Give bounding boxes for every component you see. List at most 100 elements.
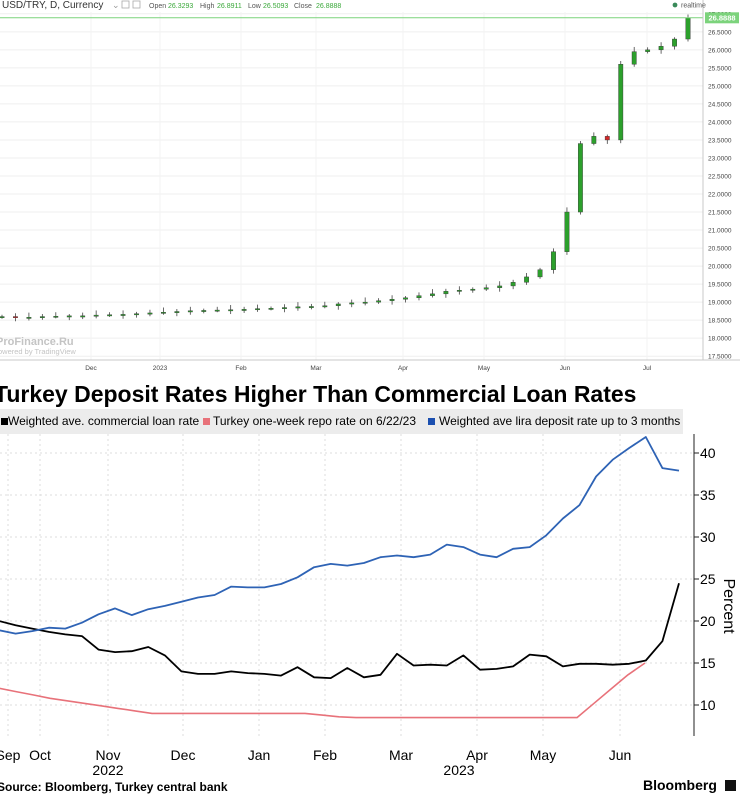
price-tick-label: 19.0000 bbox=[708, 300, 732, 307]
price-tick-label: 20.0000 bbox=[708, 264, 732, 271]
y-tick-label: 15 bbox=[700, 655, 716, 671]
legend-item-loan: Weighted ave. commercial loan rate bbox=[1, 414, 200, 428]
candle-body bbox=[430, 293, 435, 296]
candle-body bbox=[483, 287, 489, 290]
candle-body bbox=[120, 314, 126, 316]
candle-body bbox=[658, 46, 664, 51]
candle-body bbox=[577, 143, 583, 213]
legend-swatch-deposit bbox=[428, 418, 435, 425]
candle-body bbox=[604, 136, 610, 141]
y-tick-label: 25 bbox=[700, 571, 716, 587]
price-tick-label: 23.0000 bbox=[708, 155, 732, 162]
price-tick-label: 20.5000 bbox=[708, 246, 732, 253]
series-line-deposit-rate bbox=[0, 436, 680, 635]
candle-body bbox=[672, 38, 677, 47]
last-price-tag bbox=[705, 12, 739, 24]
legend bbox=[0, 409, 683, 434]
y-tick-label: 35 bbox=[700, 487, 716, 503]
candle-body bbox=[362, 301, 368, 304]
candle-body bbox=[93, 314, 99, 317]
price-tick-label: 26.0000 bbox=[708, 47, 732, 54]
x-tick-label: Mar bbox=[389, 747, 413, 763]
candle-body bbox=[39, 316, 45, 318]
header-chevron-icon[interactable]: ⌄ bbox=[112, 0, 120, 10]
close-value: 26.8888 bbox=[316, 3, 341, 10]
legend-swatch-loan bbox=[1, 418, 8, 425]
legend-item-repo: Turkey one-week repo rate on 6/22/23 bbox=[203, 414, 416, 428]
legend-label-deposit: Weighted ave lira deposit rate up to 3 m… bbox=[439, 414, 680, 428]
source-note: Source: Bloomberg, Turkey central bank bbox=[0, 780, 228, 794]
candle-body bbox=[456, 290, 462, 292]
x-axis: Sep Oct Nov Dec Jan Feb Mar Apr May Jun 2022 2023 bbox=[0, 747, 631, 778]
time-tick-label: 2023 bbox=[153, 365, 168, 372]
time-tick-label: Mar bbox=[310, 365, 322, 372]
x-year-label: 2023 bbox=[443, 762, 474, 778]
candle-body bbox=[13, 316, 18, 318]
candle-body bbox=[187, 310, 193, 313]
price-tick-label: 21.0000 bbox=[708, 228, 732, 235]
time-tick-label: Dec bbox=[85, 365, 97, 372]
x-tick-label: Oct bbox=[29, 747, 51, 763]
candle-body bbox=[255, 308, 260, 311]
price-tick-label: 24.5000 bbox=[708, 101, 732, 108]
time-tick-label: Feb bbox=[235, 365, 247, 372]
candle-body bbox=[308, 306, 314, 308]
candle-body bbox=[26, 317, 32, 319]
candle-body bbox=[174, 311, 180, 313]
symbol-label: USD/TRY, D, Currency bbox=[2, 0, 103, 11]
series-line-loan-rate bbox=[0, 582, 680, 680]
top-chart-background bbox=[0, 0, 740, 378]
candle-body bbox=[268, 308, 274, 310]
y-tick-label: 10 bbox=[700, 697, 716, 713]
open-value: 26.3293 bbox=[168, 3, 193, 10]
last-price-tag-label: 26.8888 bbox=[708, 14, 735, 23]
realtime-dot-icon bbox=[672, 2, 678, 8]
low-label: Low bbox=[248, 3, 262, 10]
x-tick-label: May bbox=[530, 747, 556, 763]
candle-body bbox=[201, 310, 207, 312]
legend-label-repo: Turkey one-week repo rate on 6/22/23 bbox=[213, 414, 416, 428]
y-tick-label: 30 bbox=[700, 529, 716, 545]
close-label: Close bbox=[294, 3, 312, 10]
watermark-profinance: ProFinance.Ru bbox=[0, 336, 74, 348]
price-tick-label: 17.5000 bbox=[708, 354, 732, 361]
y-tick-label: 20 bbox=[700, 613, 716, 629]
candle-body bbox=[443, 291, 449, 295]
candle-body bbox=[645, 49, 651, 52]
candle-body bbox=[66, 315, 72, 318]
open-label: Open bbox=[149, 3, 166, 10]
candle-body bbox=[403, 297, 408, 300]
x-tick-label: Sep bbox=[0, 747, 21, 763]
usdtry-candlestick-chart[interactable]: 17.5000 18.0000 18.5000 19.0000 19.5000 20.00… bbox=[0, 0, 740, 378]
x-tick-label: Jan bbox=[248, 747, 271, 763]
candle-series bbox=[0, 14, 691, 322]
time-axis: Dec 2023 Feb Mar Apr May Jun Jul bbox=[85, 365, 651, 372]
time-tick-label: Jul bbox=[643, 365, 652, 372]
chart-title: Turkey Deposit Rates Higher Than Commerc… bbox=[0, 381, 636, 407]
x-tick-label: Jun bbox=[609, 747, 632, 763]
price-tick-label: 21.5000 bbox=[708, 210, 732, 217]
legend-swatch-repo bbox=[203, 418, 210, 425]
high-value: 26.8911 bbox=[217, 3, 242, 10]
legend-label-loan: Weighted ave. commercial loan rate bbox=[8, 414, 200, 428]
compare-icon[interactable] bbox=[121, 0, 130, 9]
candle-body bbox=[335, 303, 341, 306]
legend-item-deposit: Weighted ave lira deposit rate up to 3 m… bbox=[428, 414, 680, 428]
candle-body bbox=[510, 282, 516, 287]
candle-body bbox=[685, 17, 691, 40]
candle-body bbox=[241, 309, 247, 311]
candle-body bbox=[80, 315, 86, 318]
realtime-label: realtime bbox=[681, 3, 706, 10]
x-tick-label: Feb bbox=[313, 747, 337, 763]
y-tick-label: 40 bbox=[700, 445, 716, 461]
price-tick-label: 24.0000 bbox=[708, 119, 732, 126]
settings-icon[interactable] bbox=[132, 0, 141, 9]
candle-body bbox=[0, 316, 5, 318]
price-tick-label: 25.5000 bbox=[708, 65, 732, 72]
bloomberg-logo-icon bbox=[725, 780, 736, 791]
candle-body bbox=[376, 300, 382, 303]
candle-body bbox=[564, 211, 570, 252]
price-tick-label: 25.0000 bbox=[708, 83, 732, 90]
price-tick-label: 23.5000 bbox=[708, 137, 732, 144]
series-lines bbox=[0, 436, 680, 719]
